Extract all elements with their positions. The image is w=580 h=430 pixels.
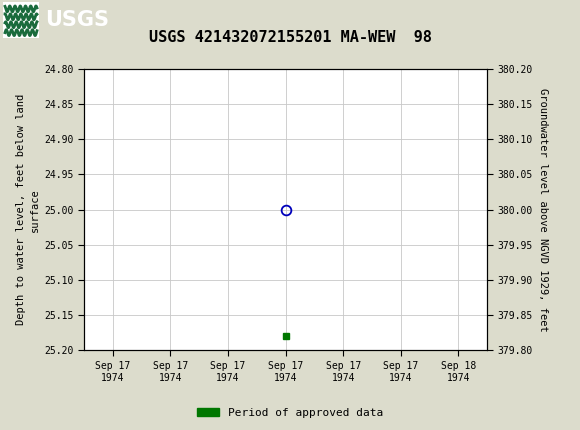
Text: USGS: USGS (45, 10, 109, 30)
Text: USGS 421432072155201 MA-WEW  98: USGS 421432072155201 MA-WEW 98 (148, 30, 432, 45)
Legend: Period of approved data: Period of approved data (193, 403, 387, 422)
Y-axis label: Groundwater level above NGVD 1929, feet: Groundwater level above NGVD 1929, feet (538, 88, 549, 332)
Bar (3, 2, 39, 37)
Y-axis label: Depth to water level, feet below land
surface: Depth to water level, feet below land su… (16, 94, 40, 325)
